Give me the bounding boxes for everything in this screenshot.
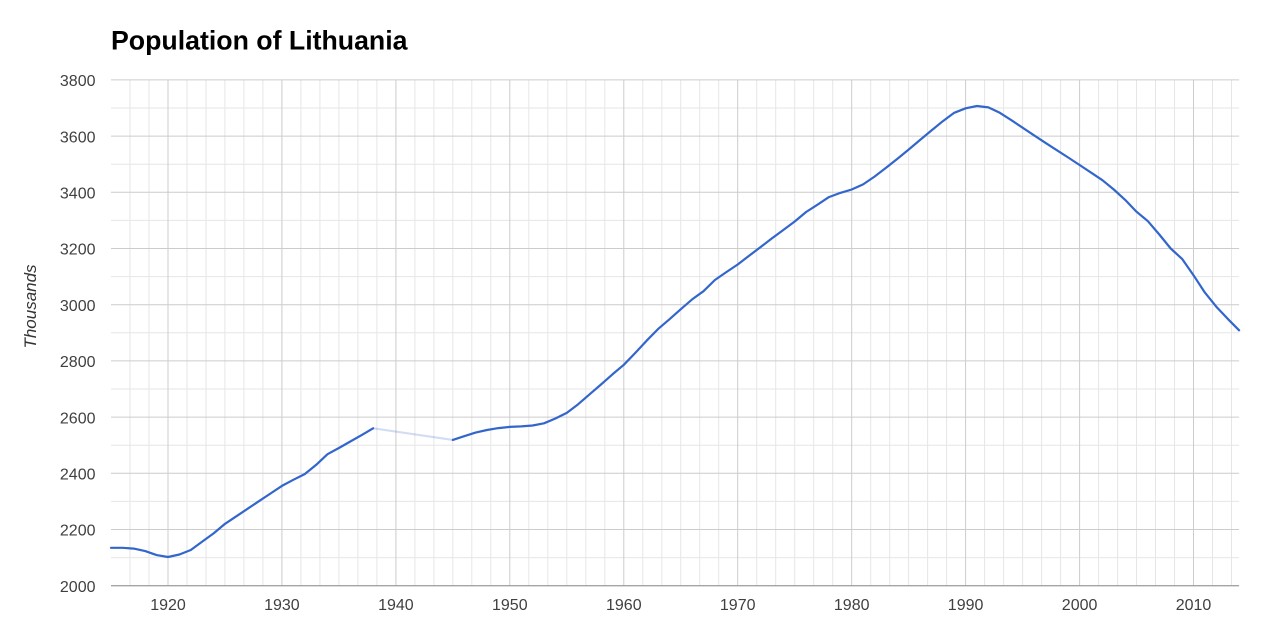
svg-text:1980: 1980 — [834, 597, 870, 614]
svg-text:1960: 1960 — [606, 597, 642, 614]
svg-text:2000: 2000 — [60, 579, 96, 596]
svg-text:2200: 2200 — [60, 523, 96, 540]
svg-text:1940: 1940 — [378, 597, 414, 614]
svg-text:2800: 2800 — [60, 354, 96, 371]
svg-text:Population of Lithuania: Population of Lithuania — [111, 25, 409, 55]
svg-text:2600: 2600 — [60, 410, 96, 427]
svg-text:Thousands: Thousands — [21, 264, 40, 349]
svg-text:1950: 1950 — [492, 597, 528, 614]
svg-text:2000: 2000 — [1062, 597, 1098, 614]
svg-text:3200: 3200 — [60, 242, 96, 259]
svg-text:2010: 2010 — [1176, 597, 1212, 614]
svg-text:1990: 1990 — [948, 597, 984, 614]
svg-text:1970: 1970 — [720, 597, 756, 614]
svg-text:3000: 3000 — [60, 298, 96, 315]
svg-text:3800: 3800 — [60, 73, 96, 90]
svg-text:3600: 3600 — [60, 129, 96, 146]
svg-text:2400: 2400 — [60, 467, 96, 484]
svg-text:1930: 1930 — [264, 597, 300, 614]
svg-text:1920: 1920 — [150, 597, 186, 614]
svg-text:3400: 3400 — [60, 186, 96, 203]
